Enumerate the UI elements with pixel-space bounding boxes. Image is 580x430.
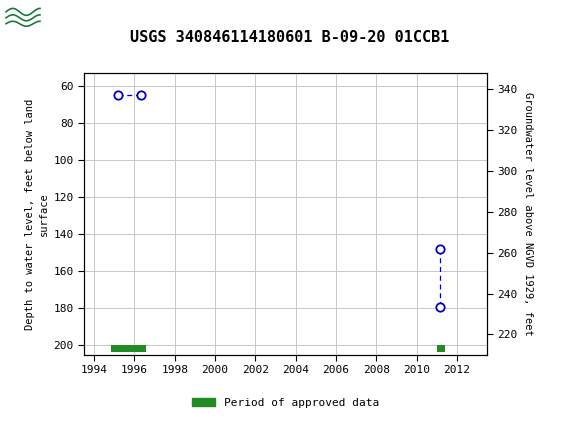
Y-axis label: Depth to water level, feet below land
surface: Depth to water level, feet below land su… bbox=[26, 98, 49, 329]
Bar bbox=[111, 345, 146, 351]
Text: USGS: USGS bbox=[47, 10, 115, 30]
Legend: Period of approved data: Period of approved data bbox=[188, 394, 383, 412]
Text: USGS 340846114180601 B-09-20 01CCB1: USGS 340846114180601 B-09-20 01CCB1 bbox=[130, 30, 450, 45]
Bar bbox=[4, 4, 42, 36]
Bar bbox=[437, 345, 445, 351]
Y-axis label: Groundwater level above NGVD 1929, feet: Groundwater level above NGVD 1929, feet bbox=[523, 92, 534, 336]
